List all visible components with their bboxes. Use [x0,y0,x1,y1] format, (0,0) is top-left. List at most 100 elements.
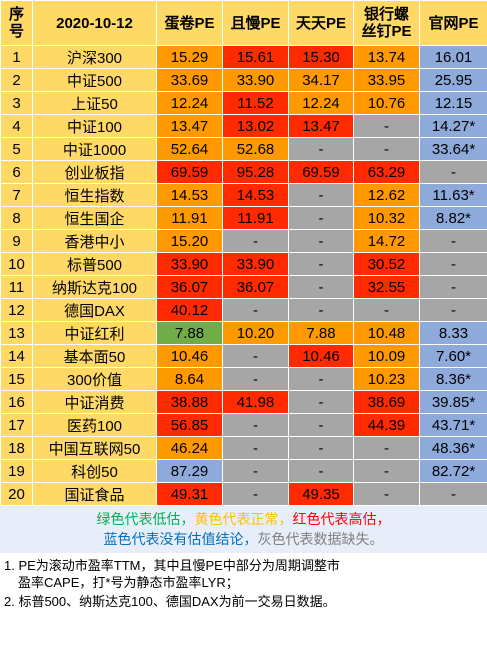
qieman-pe-cell: 10.20 [222,321,289,345]
qieman-pe-cell: 13.02 [222,114,289,138]
qieman-pe-cell: - [222,229,289,253]
tiantian-pe-cell: - [288,413,354,437]
table-row: 8 恒生国企 11.91 11.91-10.32 8.82* [0,206,487,230]
tiantian-pe-cell: 15.30 [288,45,354,69]
tiantian-pe-cell: - [288,459,354,483]
footnotes: 1. PE为滚动市盈率TTM，其中且慢PE中部分为周期调整市 盈率CAPE，打*… [0,553,487,610]
tiantian-pe-cell: 34.17 [288,68,354,92]
table-row: 12 德国DAX 40.12- - - - [0,298,487,322]
guanwang-pe-cell: - [419,275,487,299]
color-legend: 绿色代表低估，黄色代表正常，红色代表高估， 蓝色代表没有估值结论，灰色代表数据缺… [0,506,487,553]
header-date: 2020-10-12 [32,0,157,46]
yinhang-pe-cell: - [353,436,420,460]
guanwang-pe-cell: 11.63* [419,183,487,207]
row-number: 15 [0,367,33,391]
pe-table: 序号 2020-10-12 蛋卷PE 且慢PE 天天PE 银行螺丝钉PE 官网P… [0,0,487,506]
row-number: 19 [0,459,33,483]
tiantian-pe-cell: 69.59 [288,160,354,184]
danjuan-pe-cell: 69.59 [156,160,223,184]
legend-line-1: 绿色代表低估，黄色代表正常，红色代表高估， [0,509,487,529]
table-row: 19 科创50 87.29- - -82.72* [0,459,487,483]
legend-line-2: 蓝色代表没有估值结论，灰色代表数据缺失。 [0,529,487,549]
qieman-pe-cell: - [222,482,289,506]
guanwang-pe-cell: 25.95 [419,68,487,92]
guanwang-pe-cell: 82.72* [419,459,487,483]
guanwang-pe-cell: 8.82* [419,206,487,230]
danjuan-pe-cell: 40.12 [156,298,223,322]
header-no: 序号 [0,0,33,46]
qieman-pe-cell: - [222,344,289,368]
qieman-pe-cell: - [222,298,289,322]
index-name: 恒生指数 [32,183,157,207]
row-number: 11 [0,275,33,299]
yinhang-pe-cell: 10.09 [353,344,420,368]
table-row: 6 创业板指 69.59 95.28 69.59 63.29- [0,160,487,184]
yinhang-pe-cell: 12.62 [353,183,420,207]
tiantian-pe-cell: - [288,206,354,230]
guanwang-pe-cell: - [419,298,487,322]
yinhang-pe-cell: - [353,298,420,322]
table-row: 16 中证消费 38.88 41.98-38.69 39.85* [0,390,487,414]
yinhang-pe-cell: 10.32 [353,206,420,230]
qieman-pe-cell: 41.98 [222,390,289,414]
index-name: 国证食品 [32,482,157,506]
tiantian-pe-cell: 10.46 [288,344,354,368]
table-row: 18 中国互联网50 46.24- - -48.36* [0,436,487,460]
footnote-1-a: 1. PE为滚动市盈率TTM，其中且慢PE中部分为周期调整市 [4,558,340,573]
danjuan-pe-cell: 56.85 [156,413,223,437]
danjuan-pe-cell: 33.90 [156,252,223,276]
legend-red: 红色代表高估， [292,511,391,527]
tiantian-pe-cell: - [288,137,354,161]
danjuan-pe-cell: 52.64 [156,137,223,161]
yinhang-pe-cell: 32.55 [353,275,420,299]
qieman-pe-cell: - [222,367,289,391]
index-name: 沪深300 [32,45,157,69]
guanwang-pe-cell: - [419,482,487,506]
qieman-pe-cell: 95.28 [222,160,289,184]
tiantian-pe-cell: - [288,436,354,460]
qieman-pe-cell: 36.07 [222,275,289,299]
legend-yellow: 黄色代表正常， [194,511,293,527]
header-guanwang: 官网PE [419,0,487,46]
index-name: 中证1000 [32,137,157,161]
guanwang-pe-cell: 43.71* [419,413,487,437]
row-number: 17 [0,413,33,437]
header-qieman: 且慢PE [222,0,289,46]
index-name: 纳斯达克100 [32,275,157,299]
guanwang-pe-cell: 8.36* [419,367,487,391]
index-name: 中证100 [32,114,157,138]
index-name: 恒生国企 [32,206,157,230]
danjuan-pe-cell: 15.20 [156,229,223,253]
row-number: 14 [0,344,33,368]
danjuan-pe-cell: 7.88 [156,321,223,345]
row-number: 20 [0,482,33,506]
qieman-pe-cell: 14.53 [222,183,289,207]
header-danjuan: 蛋卷PE [156,0,223,46]
tiantian-pe-cell: - [288,183,354,207]
index-name: 300价值 [32,367,157,391]
yinhang-pe-cell: 63.29 [353,160,420,184]
index-name: 基本面50 [32,344,157,368]
table-row: 17 医药100 56.85- -44.39 43.71* [0,413,487,437]
danjuan-pe-cell: 12.24 [156,91,223,115]
danjuan-pe-cell: 14.53 [156,183,223,207]
index-name: 中证500 [32,68,157,92]
yinhang-pe-cell: - [353,137,420,161]
danjuan-pe-cell: 11.91 [156,206,223,230]
yinhang-pe-cell: 44.39 [353,413,420,437]
tiantian-pe-cell: - [288,252,354,276]
row-number: 16 [0,390,33,414]
tiantian-pe-cell: - [288,367,354,391]
footnote-2: 2. 标普500、纳斯达克100、德国DAX为前一交易日数据。 [4,594,336,609]
guanwang-pe-cell: 48.36* [419,436,487,460]
row-number: 4 [0,114,33,138]
table-row: 7 恒生指数 14.53 14.53-12.62 11.63* [0,183,487,207]
yinhang-pe-cell: 10.48 [353,321,420,345]
tiantian-pe-cell: 7.88 [288,321,354,345]
yinhang-pe-cell: - [353,114,420,138]
table-body: 1 沪深300 15.29 15.61 15.30 13.74 16.01 2 中证500 33.… [0,45,487,506]
qieman-pe-cell: 15.61 [222,45,289,69]
row-number: 5 [0,137,33,161]
tiantian-pe-cell: - [288,390,354,414]
danjuan-pe-cell: 49.31 [156,482,223,506]
